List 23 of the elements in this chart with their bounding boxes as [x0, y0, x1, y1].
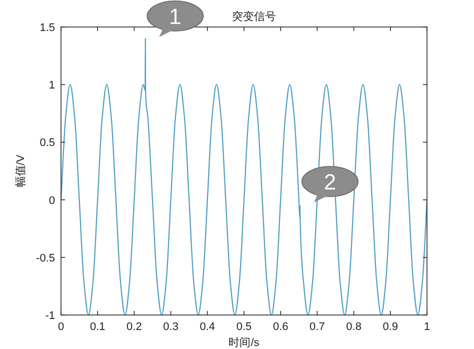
x-tick-label: 0.8 [346, 321, 362, 333]
x-tick-label: 0.3 [163, 321, 178, 333]
x-axis-title: 时间/s [228, 336, 260, 349]
x-tick-label: 0.5 [236, 321, 252, 333]
y-tick-label: 1.5 [40, 22, 55, 34]
y-tick-label: 0 [48, 194, 55, 207]
y-tick-label: -1 [45, 310, 55, 322]
x-tick-label: 0.1 [90, 321, 106, 333]
y-axis-title: 幅值/V [15, 154, 27, 188]
chart-title: 突变信号 [232, 10, 276, 23]
x-tick-label: 0.7 [310, 321, 325, 333]
line-series [61, 38, 427, 316]
y-tick-label: -0.5 [36, 252, 55, 264]
x-tick-label: 0.6 [272, 321, 288, 333]
x-tick-label: 0.4 [200, 321, 216, 333]
y-tick-label: 0.5 [40, 137, 55, 150]
x-tick-label: 0.9 [382, 321, 398, 333]
annotation: 1 [169, 4, 182, 29]
x-tick-label: 0.2 [126, 321, 142, 333]
x-tick-label: 1 [424, 321, 430, 333]
y-tick-label: 1 [48, 80, 55, 92]
annotation: 2 [324, 170, 336, 195]
x-tick-label: 0 [58, 321, 64, 333]
